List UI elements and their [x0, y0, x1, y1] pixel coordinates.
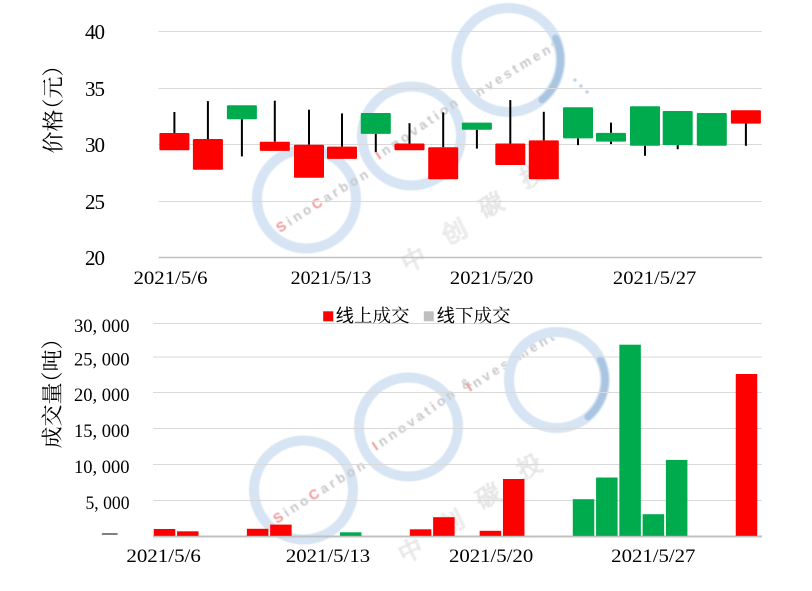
svg-text:20, 000: 20, 000	[74, 385, 130, 406]
svg-text:40: 40	[85, 20, 105, 44]
svg-text:2021/5/6: 2021/5/6	[134, 268, 208, 289]
svg-text:2021/5/20: 2021/5/20	[450, 268, 533, 289]
svg-text:15, 000: 15, 000	[74, 421, 130, 442]
svg-text:2021/5/27: 2021/5/27	[611, 546, 695, 567]
svg-text:2021/5/27: 2021/5/27	[613, 268, 696, 289]
svg-text:—: —	[101, 523, 118, 544]
svg-text:25: 25	[85, 190, 105, 214]
svg-text:10, 000: 10, 000	[74, 457, 130, 478]
svg-text:2021/5/13: 2021/5/13	[291, 268, 372, 289]
svg-text:30, 000: 30, 000	[74, 316, 130, 337]
svg-text:20: 20	[85, 246, 105, 270]
svg-text:2021/5/13: 2021/5/13	[286, 546, 370, 567]
svg-text:2021/5/6: 2021/5/6	[126, 546, 201, 567]
svg-text:2021/5/20: 2021/5/20	[449, 546, 533, 567]
svg-text:35: 35	[85, 77, 105, 101]
svg-text:25, 000: 25, 000	[74, 349, 130, 370]
svg-text:30: 30	[85, 133, 105, 157]
svg-text:5, 000: 5, 000	[86, 493, 130, 514]
